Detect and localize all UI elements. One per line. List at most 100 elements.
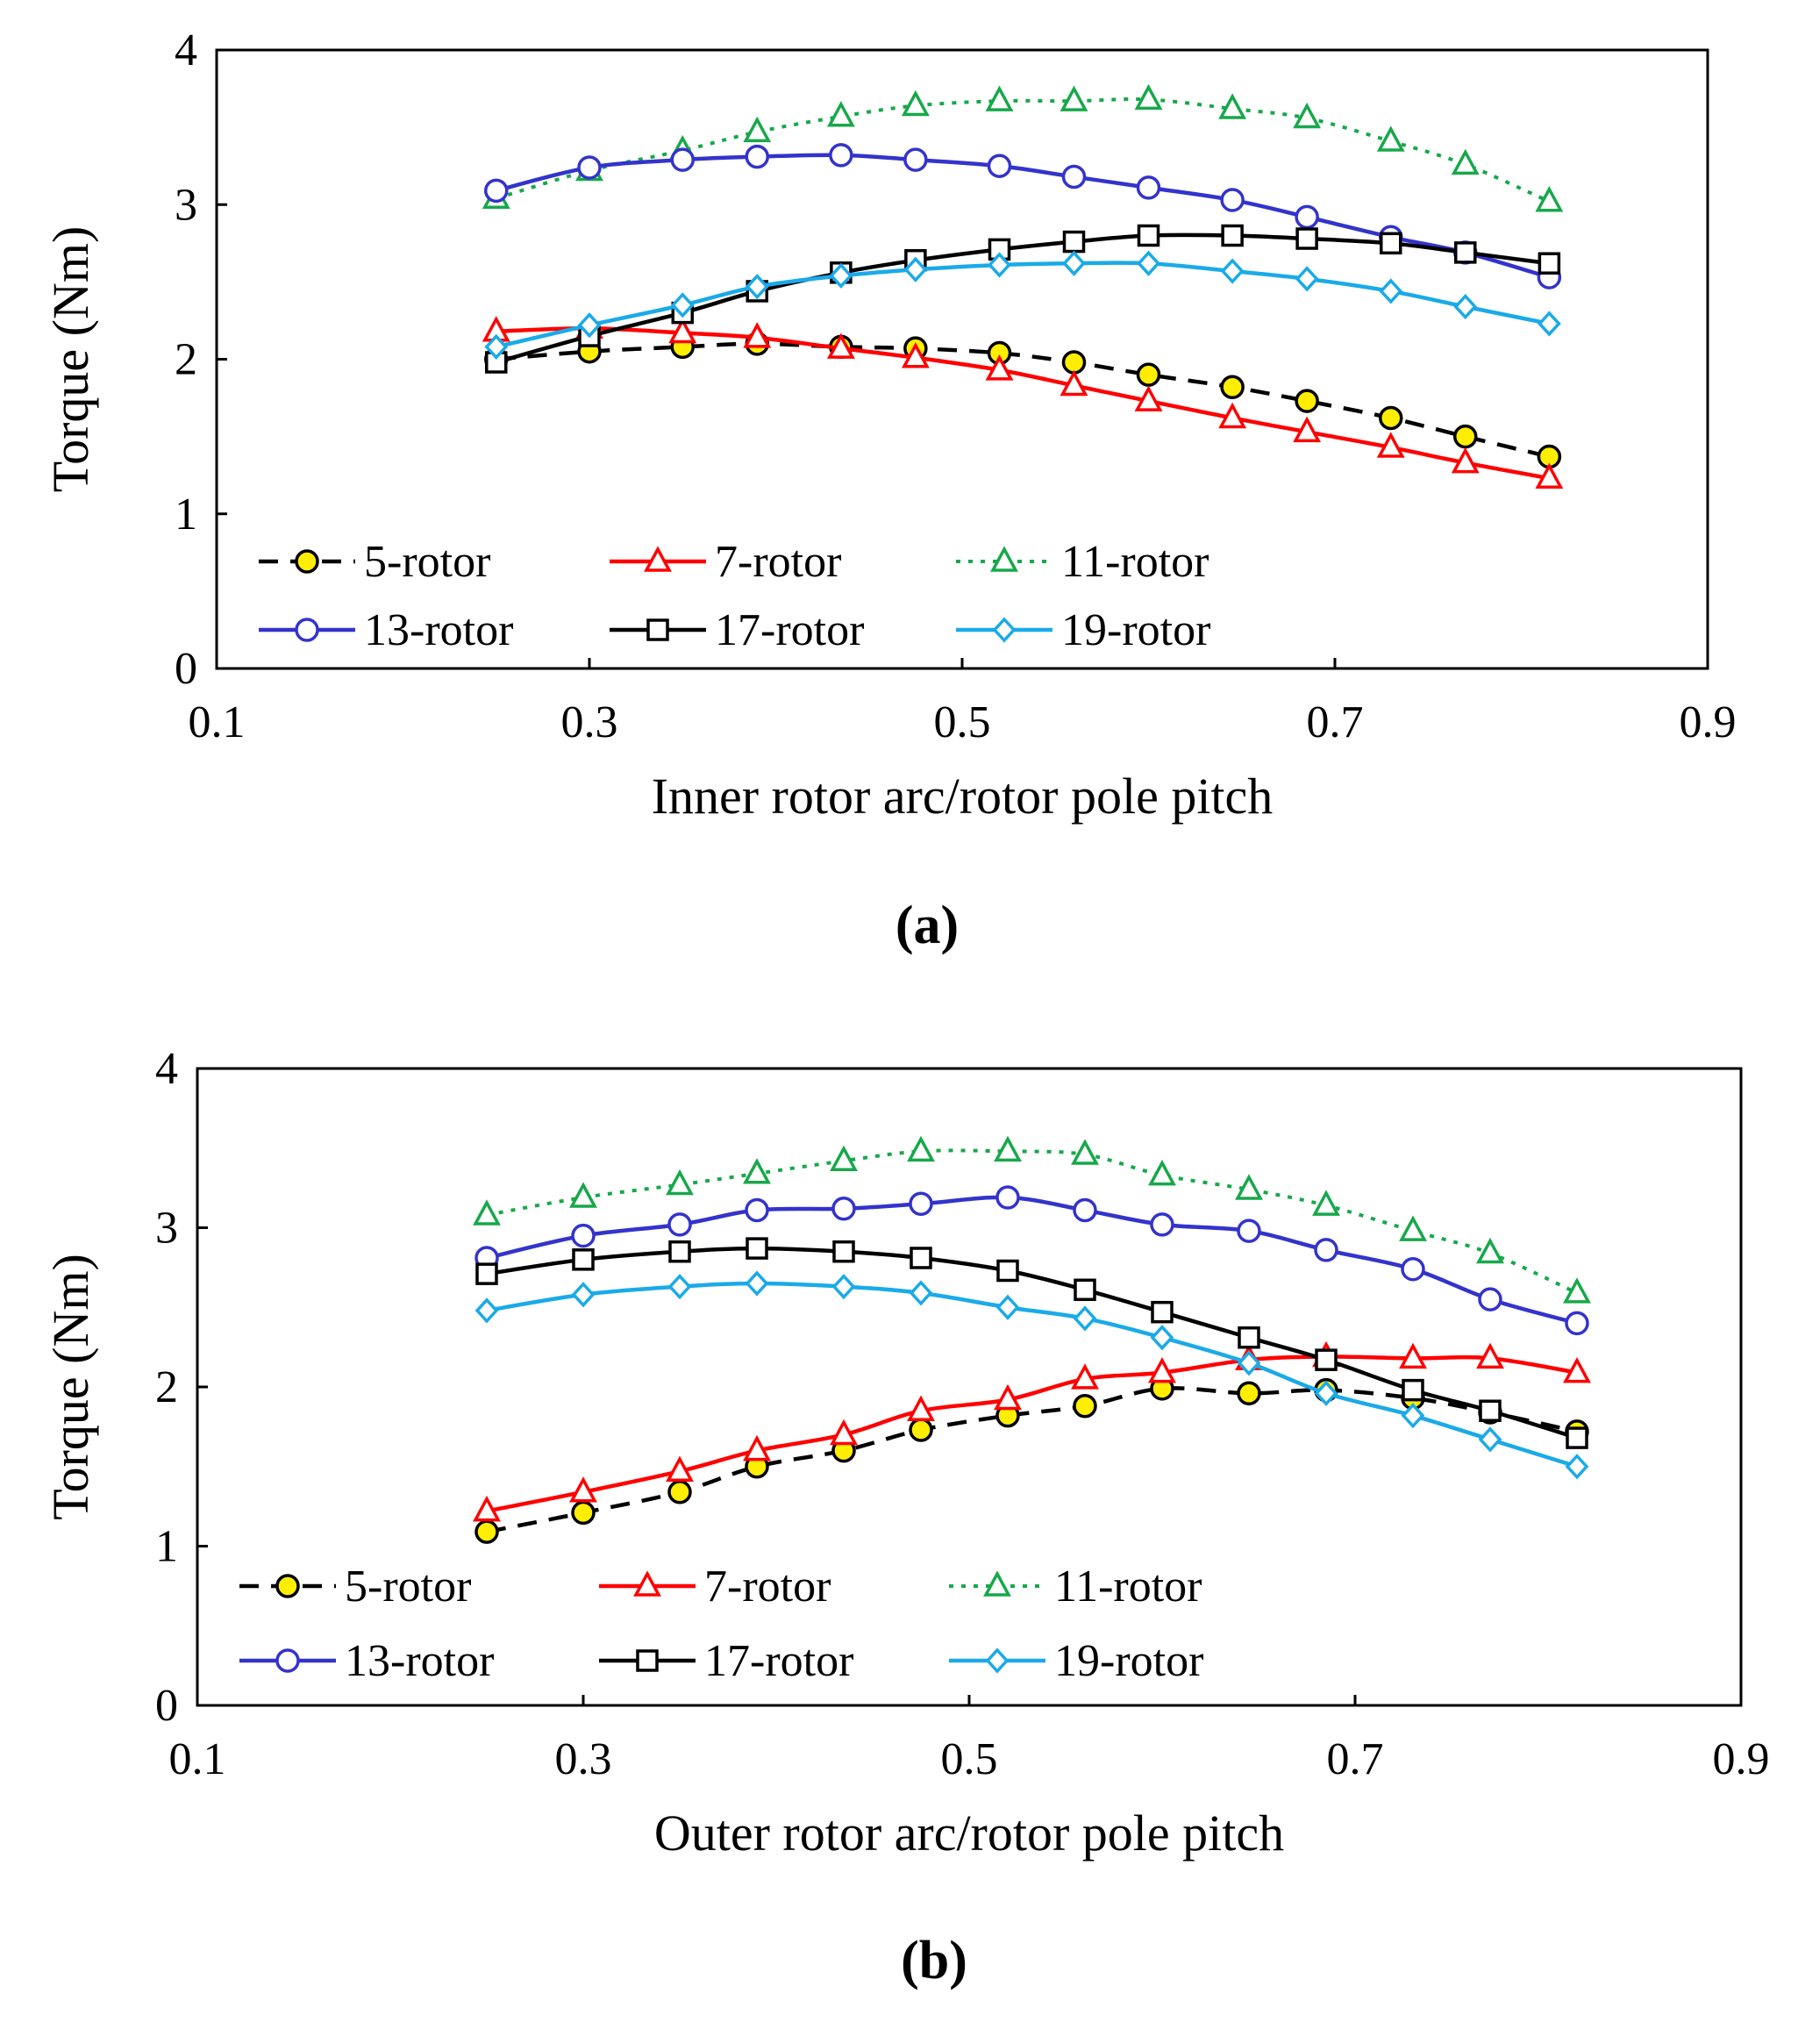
triangle-marker bbox=[1451, 447, 1480, 474]
triangle-marker bbox=[1071, 1139, 1099, 1165]
diamond-marker bbox=[985, 1647, 1010, 1674]
legend-label: 7-rotor bbox=[715, 537, 841, 587]
legend-label: 17-rotor bbox=[704, 1636, 853, 1686]
diamond-marker bbox=[1150, 1325, 1174, 1351]
triangle-marker bbox=[1535, 186, 1564, 212]
triangle-marker bbox=[1376, 432, 1405, 458]
y-axis-label: Torque (Nm) bbox=[42, 226, 99, 493]
triangle-marker bbox=[907, 1135, 935, 1162]
legend-label: 7-rotor bbox=[704, 1562, 831, 1612]
series-layer-b bbox=[473, 1135, 1591, 1544]
ytick-label: 1 bbox=[155, 1522, 178, 1572]
triangle-marker bbox=[907, 1395, 935, 1421]
square-marker bbox=[746, 1237, 768, 1260]
triangle-marker bbox=[666, 1455, 694, 1482]
legend-label: 13-rotor bbox=[345, 1636, 494, 1686]
circle-marker bbox=[1150, 1212, 1174, 1237]
diamond-marker bbox=[1062, 250, 1086, 276]
circle-marker bbox=[1061, 164, 1087, 189]
diamond-marker bbox=[745, 1270, 769, 1297]
ytick-label: 0 bbox=[155, 1681, 178, 1731]
diamond-marker bbox=[995, 1294, 1020, 1320]
triangle-marker bbox=[1563, 1356, 1591, 1383]
circle-marker bbox=[577, 155, 602, 180]
circle-marker bbox=[903, 147, 928, 172]
circle-marker bbox=[1401, 1256, 1425, 1282]
diamond-marker bbox=[577, 312, 602, 339]
circle-marker bbox=[571, 1500, 596, 1526]
diamond-marker bbox=[571, 1282, 596, 1308]
square-marker bbox=[1454, 241, 1477, 264]
circle-marker bbox=[745, 144, 769, 169]
triangle-marker bbox=[1235, 1174, 1263, 1200]
circle-marker bbox=[1314, 1238, 1338, 1262]
diamond-marker bbox=[1237, 1350, 1261, 1376]
triangle-marker bbox=[1563, 1277, 1591, 1304]
diamond-marker bbox=[988, 252, 1011, 278]
ytick-label: 3 bbox=[155, 1204, 178, 1254]
triangle-marker bbox=[994, 1383, 1022, 1411]
triangle-marker bbox=[1060, 85, 1088, 111]
circle-marker bbox=[829, 143, 853, 168]
square-marker bbox=[1062, 230, 1086, 254]
legend-label: 5-rotor bbox=[364, 537, 490, 587]
square-marker bbox=[1238, 1326, 1260, 1349]
x-axis-label: Outer rotor arc/rotor pole pitch bbox=[654, 1805, 1284, 1862]
square-marker bbox=[1295, 227, 1318, 250]
xtick-label: 0.5 bbox=[934, 697, 991, 747]
ytick-label: 2 bbox=[175, 335, 197, 385]
diamond-marker bbox=[1478, 1426, 1502, 1453]
triangle-marker bbox=[1312, 1190, 1340, 1216]
triangle-marker bbox=[644, 546, 672, 572]
triangle-marker bbox=[983, 1570, 1011, 1597]
circle-marker bbox=[1453, 424, 1478, 449]
triangle-marker bbox=[826, 101, 855, 127]
diamond-marker bbox=[474, 1297, 499, 1324]
legend-label: 5-rotor bbox=[345, 1562, 471, 1612]
triangle-marker bbox=[901, 89, 930, 117]
triangle-marker bbox=[830, 1145, 858, 1172]
circle-marker bbox=[831, 1196, 856, 1221]
triangle-marker bbox=[1218, 93, 1247, 119]
diamond-marker bbox=[831, 1274, 856, 1300]
circle-marker bbox=[1237, 1381, 1261, 1406]
series-line-13-rotor bbox=[496, 153, 1551, 280]
xtick-label: 0.1 bbox=[169, 1734, 226, 1784]
triangle-marker bbox=[1134, 83, 1163, 111]
xtick-label: 0.3 bbox=[555, 1734, 612, 1784]
triangle-marker bbox=[668, 317, 697, 344]
circle-marker bbox=[1478, 1287, 1502, 1311]
triangle-marker bbox=[1399, 1215, 1427, 1241]
circle-marker bbox=[1295, 389, 1319, 413]
circle-marker bbox=[275, 1648, 300, 1673]
ytick-label: 4 bbox=[175, 25, 197, 75]
circle-marker bbox=[1136, 175, 1161, 200]
circle-marker bbox=[295, 549, 319, 574]
y-axis-label: Torque (Nm) bbox=[42, 1254, 99, 1520]
ytick-label: 2 bbox=[155, 1362, 178, 1412]
xtick-label: 0.5 bbox=[941, 1734, 998, 1784]
circle-marker bbox=[1295, 204, 1319, 230]
diamond-marker bbox=[1314, 1380, 1338, 1406]
ytick-label: 3 bbox=[175, 180, 197, 230]
triangle-marker bbox=[1451, 148, 1480, 175]
diamond-marker bbox=[1295, 266, 1319, 292]
square-marker bbox=[475, 1262, 498, 1285]
triangle-marker bbox=[1293, 416, 1322, 443]
triangle-marker bbox=[569, 1182, 597, 1208]
circle-marker bbox=[1220, 188, 1245, 212]
circle-marker bbox=[995, 1185, 1020, 1210]
xtick-label: 0.1 bbox=[189, 697, 246, 747]
triangle-marker bbox=[1134, 385, 1163, 411]
square-marker bbox=[996, 1259, 1019, 1283]
circle-marker bbox=[1237, 1219, 1261, 1243]
circle-marker bbox=[1073, 1197, 1097, 1223]
circle-marker bbox=[909, 1191, 933, 1217]
diamond-marker bbox=[1565, 1454, 1589, 1480]
triangle-marker bbox=[473, 1199, 501, 1226]
circle-marker bbox=[987, 154, 1012, 178]
triangle-marker bbox=[1218, 402, 1247, 429]
square-marker bbox=[1137, 224, 1160, 247]
triangle-marker bbox=[1060, 369, 1088, 397]
triangle-marker bbox=[1476, 1237, 1504, 1264]
